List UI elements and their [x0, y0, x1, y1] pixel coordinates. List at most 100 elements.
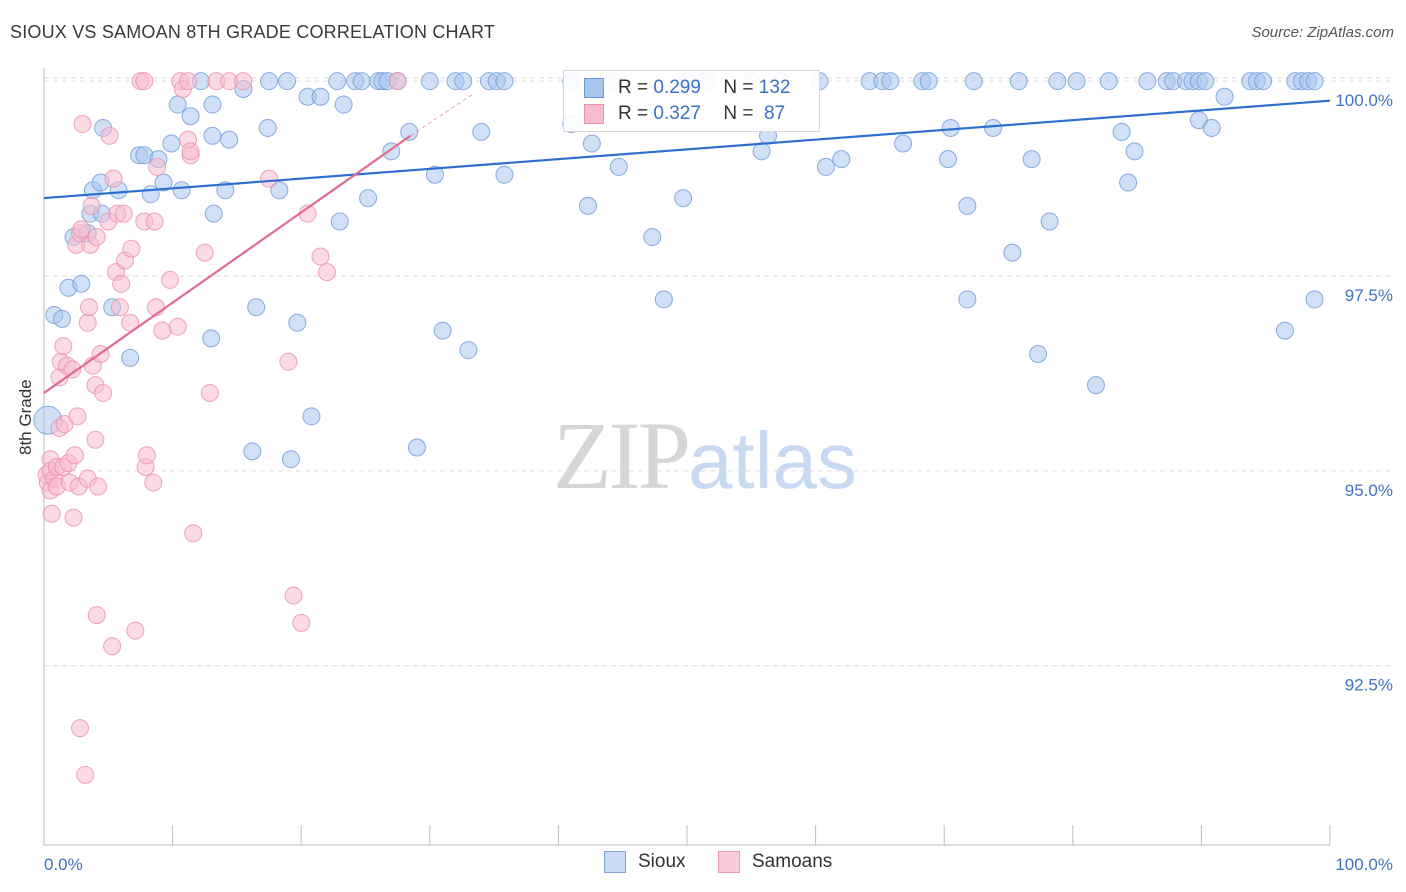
bottom-legend-samoans: Samoans — [718, 851, 832, 873]
watermark: ZIPatlas — [553, 400, 857, 511]
sioux-point — [243, 442, 262, 461]
y-axis-label: 8th Grade — [16, 379, 35, 455]
samoan-point — [144, 473, 163, 492]
sioux-point — [203, 95, 222, 114]
sioux-point — [162, 134, 181, 153]
samoan-point — [181, 142, 200, 161]
sioux-point — [752, 142, 771, 161]
samoan-point — [179, 72, 198, 91]
sioux-point — [1112, 122, 1131, 141]
bottom-samoans-label: Samoans — [752, 851, 833, 872]
sioux-point — [1305, 290, 1324, 309]
sioux-swatch — [584, 78, 604, 98]
samoan-point — [64, 508, 83, 527]
samoan-point — [184, 524, 203, 543]
source-credit: Source: ZipAtlas.com — [1251, 24, 1394, 41]
x-tick-label-max: 100.0% — [1335, 855, 1393, 874]
samoan-point — [89, 477, 108, 496]
samoan-point — [153, 321, 172, 340]
sioux-point — [939, 150, 958, 169]
sioux-point — [454, 72, 473, 91]
samoan-point — [145, 212, 164, 231]
sioux-point — [832, 150, 851, 169]
sioux-point — [420, 72, 439, 91]
sioux-point — [172, 181, 191, 200]
sioux-point — [1009, 72, 1028, 91]
samoan-point — [63, 360, 82, 379]
samoan-point — [112, 274, 131, 293]
samoan-point — [284, 586, 303, 605]
samoan-point — [78, 313, 97, 332]
sioux-point — [202, 329, 221, 348]
samoan-point — [73, 115, 92, 134]
legend-row-samoans: R = 0.327 N = 87 — [584, 101, 785, 127]
sioux-point — [1202, 118, 1221, 137]
sioux-point — [582, 134, 601, 153]
sioux-point — [328, 72, 347, 91]
samoans-swatch — [584, 104, 604, 124]
sioux-point — [281, 450, 300, 469]
x-tick-label-min: 0.0% — [44, 855, 83, 874]
y-tick-label: 92.5% — [1345, 676, 1393, 695]
sioux-point — [1138, 72, 1157, 91]
samoan-point — [122, 239, 141, 258]
samoan-trend-line — [43, 134, 412, 394]
sioux-point — [1040, 212, 1059, 231]
sioux-point — [816, 157, 835, 176]
sioux-point — [1215, 87, 1234, 106]
samoan-point — [82, 196, 101, 215]
sioux-point — [407, 438, 426, 457]
y-tick-label: 95.0% — [1345, 481, 1393, 500]
sioux-point — [578, 196, 597, 215]
sioux-point — [433, 321, 452, 340]
samoans-r-label: R = — [618, 103, 649, 124]
sioux-point — [1086, 376, 1105, 395]
bottom-sioux-label: Sioux — [638, 851, 686, 872]
sioux-point — [919, 72, 938, 91]
sioux-point — [495, 72, 514, 91]
samoan-point — [126, 621, 145, 640]
samoan-point — [72, 220, 91, 239]
sioux-point — [302, 407, 321, 426]
samoan-trend-extension — [410, 92, 476, 137]
sioux-point — [1125, 142, 1144, 161]
y-tick-label: 97.5% — [1345, 286, 1393, 305]
sioux-point — [181, 107, 200, 126]
samoan-point — [260, 169, 279, 188]
sioux-point — [352, 72, 371, 91]
sioux-r-value: 0.299 — [653, 77, 701, 98]
samoan-point — [388, 72, 407, 91]
y-tick-label: 100.0% — [1335, 91, 1393, 110]
legend-row-sioux: R = 0.299 N = 132 — [584, 75, 790, 101]
samoans-n-value: 87 — [758, 103, 786, 124]
sioux-point — [288, 313, 307, 332]
sioux-point — [278, 72, 297, 91]
samoan-point — [42, 504, 61, 523]
sioux-point — [964, 72, 983, 91]
sioux-point — [881, 72, 900, 91]
sioux-point — [425, 165, 444, 184]
sioux-point — [609, 157, 628, 176]
samoan-point — [71, 719, 90, 738]
sioux-point — [459, 341, 478, 360]
sioux-point — [654, 290, 673, 309]
sioux-point — [330, 212, 349, 231]
samoan-point — [137, 446, 156, 465]
sioux-point — [400, 122, 419, 141]
sioux-point — [260, 72, 279, 91]
samoan-point — [161, 270, 180, 289]
samoan-point — [234, 72, 253, 91]
watermark-atlas: atlas — [688, 416, 857, 505]
samoans-r-value: 0.327 — [653, 103, 701, 124]
sioux-point — [1254, 72, 1273, 91]
samoan-point — [87, 606, 106, 625]
sioux-point — [1305, 72, 1324, 91]
sioux-n-label: N = — [723, 77, 754, 98]
sioux-point — [258, 118, 277, 137]
samoan-point — [317, 263, 336, 282]
sioux-point — [643, 228, 662, 247]
sioux-point — [1048, 72, 1067, 91]
samoan-point — [87, 228, 106, 247]
sioux-r-label: R = — [618, 77, 649, 98]
